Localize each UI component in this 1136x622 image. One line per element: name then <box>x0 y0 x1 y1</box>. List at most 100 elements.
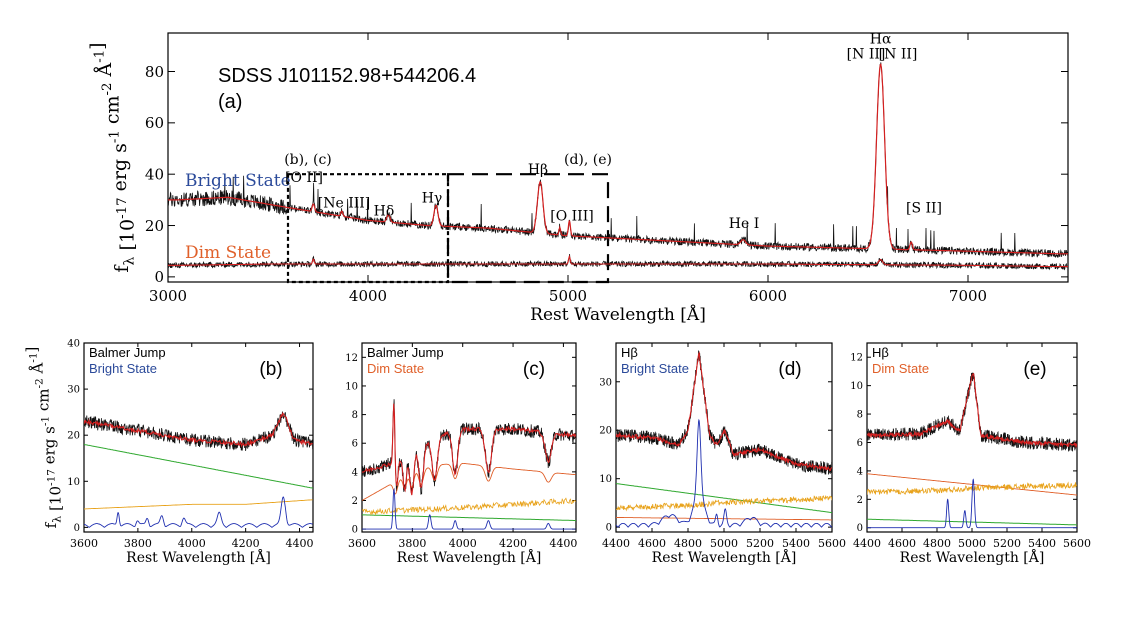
x-tick-label: 4200 <box>499 537 527 550</box>
y-tick-label: 0 <box>857 523 863 534</box>
y-tick-label: 10 <box>345 381 358 392</box>
total-model <box>84 411 313 448</box>
x-axis-label: Rest Wavelength [Å] <box>397 548 542 566</box>
x-tick-label: 3600 <box>348 537 376 550</box>
x-tick-label: 4400 <box>602 537 630 550</box>
x-tick-label: 4600 <box>888 537 916 550</box>
line-annotation: [N II] <box>879 47 918 63</box>
y-tick-label: 20 <box>599 426 612 437</box>
panel-label-a: (a) <box>218 91 242 113</box>
panel-e: 4400 4600 4800 5000 5200 5400 5600 0 2 4 6 8 10 12 Res… <box>850 342 1091 566</box>
y-tick-label: 0 <box>606 523 612 534</box>
x-tick-label: 5400 <box>782 537 810 550</box>
y-tick-label: 4 <box>857 466 863 477</box>
y-tick-label: 6 <box>352 439 358 450</box>
x-tick-label: 5600 <box>1063 537 1091 550</box>
y-axis-label: fλ [10-17 erg s-1 cm-2 Å-1] <box>23 347 65 529</box>
spectrum-data <box>84 411 313 451</box>
host-galaxy-component <box>616 517 832 521</box>
y-tick-label: 2 <box>857 495 863 506</box>
chart-title: SDSS J101152.98+544206.4 <box>218 65 476 87</box>
x-tick-label: 5200 <box>993 537 1021 550</box>
y-tick-label: 0 <box>352 525 358 536</box>
x-axis-label: Rest Wavelength [Å] <box>530 304 706 325</box>
x-tick-label: 3800 <box>124 537 152 550</box>
spectrum-data <box>867 372 1077 452</box>
total-model <box>867 372 1077 449</box>
line-annotation: [N II] <box>847 47 886 63</box>
dim-state-label: Dim State <box>185 243 271 263</box>
power-law-component <box>362 514 576 521</box>
y-tick-label: 12 <box>850 353 863 364</box>
dim-spectrum-data <box>167 254 1069 271</box>
plot-frame <box>167 32 1069 283</box>
x-tick-label: 4400 <box>286 537 314 550</box>
y-tick-label: 40 <box>67 339 80 350</box>
panel-title-d: Hβ <box>621 345 638 360</box>
total-model <box>616 351 832 472</box>
y-tick-label: 10 <box>599 474 612 485</box>
y-tick-label: 20 <box>145 217 164 235</box>
y-tick-label: 20 <box>67 431 80 442</box>
y-tick-label: 30 <box>67 385 80 396</box>
panel-label-d: (d) <box>778 359 801 380</box>
panel-state-b: Bright State <box>89 361 157 376</box>
x-tick-label: 4000 <box>178 537 206 550</box>
total-model <box>362 403 576 496</box>
emission-line-components <box>616 418 832 528</box>
x-tick-label: 3800 <box>398 537 426 550</box>
plot-area <box>84 411 313 528</box>
x-tick-label: 5200 <box>746 537 774 550</box>
line-annotation: [O II] <box>285 170 323 186</box>
y-tick-label: 0 <box>74 523 80 534</box>
host-galaxy-component <box>867 473 1077 496</box>
panel-label-e: (e) <box>1023 359 1046 380</box>
y-tick-label: 80 <box>145 63 164 81</box>
x-tick-label: 5000 <box>710 537 738 550</box>
x-tick-label: 3000 <box>149 287 187 305</box>
line-annotation: [Ne III] <box>318 196 371 212</box>
panel-state-d: Bright State <box>621 361 689 376</box>
line-annotation: [S II] <box>906 201 942 217</box>
line-annotation: Hβ <box>528 162 548 178</box>
line-annotation: Hα <box>870 31 892 47</box>
y-tick-label: 10 <box>67 477 80 488</box>
power-law-component <box>867 518 1077 526</box>
y-tick-label: 10 <box>850 381 863 392</box>
plot-frame <box>361 342 577 533</box>
power-law-component <box>616 483 832 514</box>
feii-component <box>616 494 832 512</box>
y-axis-label: fλ [10-17 erg s-1 cm-2 Å-1] <box>86 42 138 272</box>
y-tick-label: 6 <box>857 438 863 449</box>
emission-line-components <box>867 478 1077 529</box>
x-tick-label: 6000 <box>749 287 787 305</box>
y-tick-label: 60 <box>145 114 164 132</box>
x-tick-label: 4800 <box>674 537 702 550</box>
line-annotation: Hδ <box>374 203 395 219</box>
y-tick-label: 4 <box>352 467 358 478</box>
plot-area <box>616 350 832 528</box>
x-tick-label: 5400 <box>1028 537 1056 550</box>
x-tick-label: 4600 <box>638 537 666 550</box>
panel-label-b: (b) <box>259 359 282 380</box>
panel-label-c: (c) <box>523 359 545 380</box>
y-tick-label: 40 <box>145 165 164 183</box>
plot-area <box>867 372 1077 529</box>
x-tick-label: 3600 <box>70 537 98 550</box>
x-tick-label: 4800 <box>923 537 951 550</box>
x-tick-label: 5000 <box>958 537 986 550</box>
panel-state-c: Dim State <box>367 361 424 376</box>
y-tick-label: 8 <box>352 410 358 421</box>
x-tick-label: 7000 <box>949 287 987 305</box>
panel-title-e: Hβ <box>872 345 889 360</box>
panel-title-c: Balmer Jump <box>367 345 444 360</box>
y-tick-label: 8 <box>857 410 863 421</box>
feii-component <box>362 497 576 516</box>
host-galaxy-component <box>84 499 313 510</box>
panel-a: 3000 4000 5000 6000 7000 0 20 40 60 80 Rest Wavele… <box>86 31 1069 325</box>
bright-state-label: Bright State <box>185 171 291 191</box>
line-annotation: He I <box>729 216 759 232</box>
x-tick-label: 4400 <box>549 537 577 550</box>
host-galaxy-component <box>362 462 576 501</box>
